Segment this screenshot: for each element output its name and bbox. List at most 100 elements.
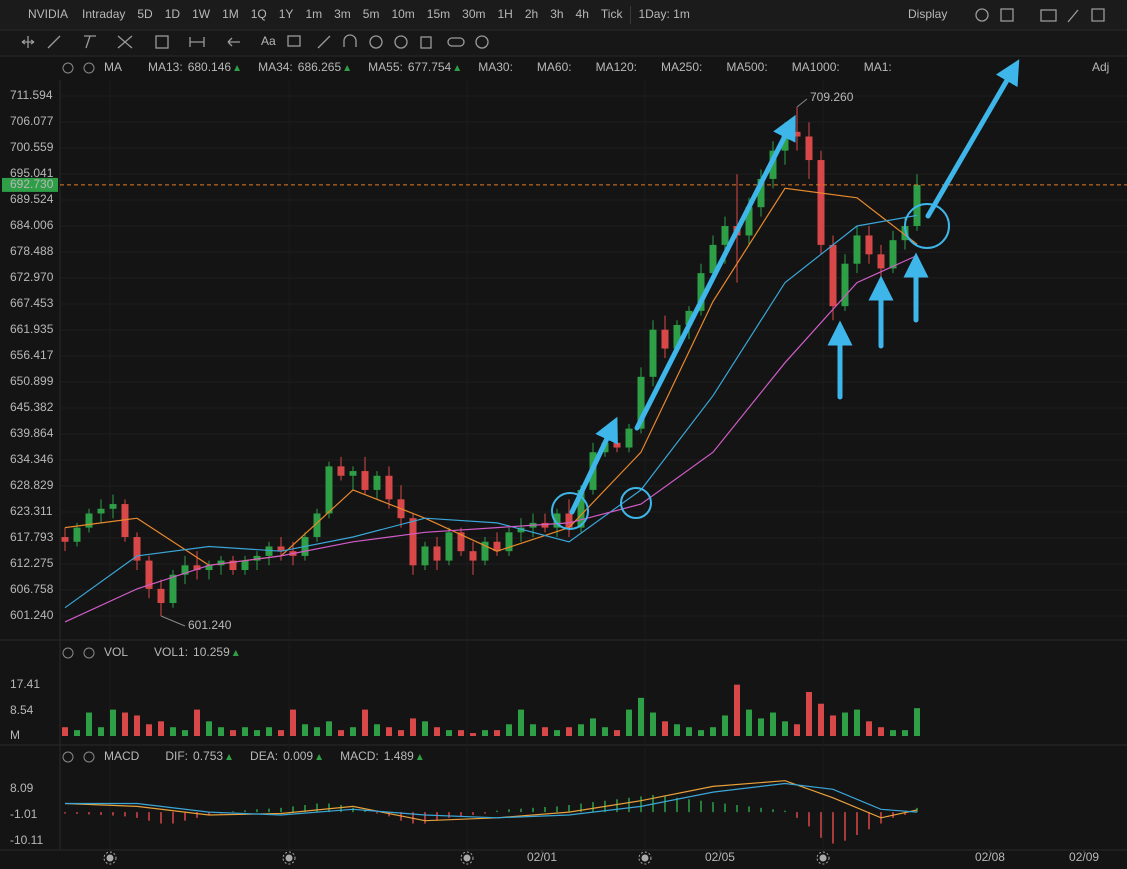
candle-body: [121, 504, 129, 538]
close-icon[interactable]: [83, 751, 95, 763]
adj-button[interactable]: Adj: [1092, 60, 1109, 74]
period-button[interactable]: 3h: [550, 7, 563, 21]
period-button[interactable]: 5m: [363, 7, 380, 21]
settings-button[interactable]: [975, 8, 989, 22]
volume-bar: [686, 727, 692, 736]
lock-tool[interactable]: [369, 35, 383, 49]
period-button[interactable]: Tick: [601, 7, 624, 21]
candle-body: [85, 513, 93, 528]
range-menu[interactable]: 1Day: 1m: [638, 7, 689, 21]
day-icon: [819, 854, 827, 862]
settings-tool[interactable]: [475, 35, 489, 49]
y-tick-label: 684.006: [10, 218, 54, 232]
draw-button[interactable]: [1067, 9, 1079, 23]
screenshot-button[interactable]: [1040, 9, 1057, 22]
candle-body: [325, 466, 333, 514]
close-icon[interactable]: [83, 62, 95, 74]
volume-bar: [158, 721, 164, 736]
period-button[interactable]: 1D: [165, 7, 181, 21]
move-tool[interactable]: [21, 36, 35, 48]
period-button[interactable]: 1m: [305, 7, 322, 21]
low-label: 601.240: [188, 618, 232, 632]
drawing-tools[interactable]: Aa: [21, 34, 489, 49]
brush-tool[interactable]: [317, 35, 331, 49]
volume-bar: [482, 730, 488, 736]
candle-body: [865, 235, 873, 255]
note-tool[interactable]: [287, 35, 301, 47]
settings-icon[interactable]: [62, 62, 74, 74]
candle-body: [841, 263, 849, 307]
candle-body: [853, 235, 861, 264]
magnet-tool[interactable]: [343, 34, 357, 47]
candle-body: [373, 475, 381, 490]
legend-name: MA13:: [148, 60, 183, 74]
period-button[interactable]: 1Y: [279, 7, 294, 21]
line-tool[interactable]: [47, 35, 61, 49]
shape-tool[interactable]: [155, 35, 169, 49]
legend-name: VOL1:: [154, 645, 188, 659]
candle-body: [61, 537, 69, 542]
period-button[interactable]: 1M: [222, 7, 239, 21]
candle-body: [217, 560, 225, 566]
volume-bar: [110, 709, 116, 736]
fib-tool[interactable]: [84, 35, 96, 49]
hide-tool[interactable]: [394, 35, 408, 49]
settings-icon[interactable]: [62, 647, 74, 659]
fullscreen-button[interactable]: [1091, 8, 1105, 22]
y-tick-label: 617.793: [10, 530, 54, 544]
legend-name: MA1:: [864, 60, 892, 74]
period-button[interactable]: 1H: [497, 7, 512, 21]
legend-name: MA500:: [726, 60, 767, 74]
layout-button[interactable]: [1000, 8, 1014, 22]
text-tool[interactable]: Aa: [261, 34, 276, 48]
arrow-tool[interactable]: [227, 37, 240, 47]
volume-bar: [902, 730, 908, 736]
y-tick-label: 672.970: [10, 270, 54, 284]
volume-bar: [122, 712, 128, 736]
annotations: [551, 59, 1020, 530]
volume-bar: [914, 708, 920, 736]
trend-icon: [234, 65, 241, 71]
y-tick-label: 667.453: [10, 296, 54, 310]
delete-tool[interactable]: [420, 36, 432, 49]
high-label: 709.260: [810, 90, 854, 104]
period-button[interactable]: 5D: [137, 7, 153, 21]
day-icon: [463, 854, 471, 862]
candle-body: [493, 541, 501, 552]
period-button[interactable]: 15m: [427, 7, 450, 21]
symbol[interactable]: NVIDIA: [28, 7, 68, 21]
period-button[interactable]: 10m: [391, 7, 414, 21]
volume-bar: [98, 727, 104, 736]
candle-body: [409, 518, 417, 566]
volume-bar: [578, 724, 584, 736]
link-tool[interactable]: [447, 37, 465, 47]
indicator-line: [65, 782, 918, 819]
y-tick-label: 628.829: [10, 478, 54, 492]
volume-bar: [650, 712, 656, 736]
period-button[interactable]: 1W: [192, 7, 211, 21]
settings-icon[interactable]: [62, 751, 74, 763]
volume-bar: [410, 718, 416, 736]
period-button[interactable]: 30m: [462, 7, 485, 21]
pattern-tool[interactable]: [117, 35, 133, 49]
candle-body: [265, 546, 273, 556]
y-tick-label: 623.311: [10, 504, 53, 518]
volume-bar: [806, 691, 812, 736]
y-tick-label: 639.864: [10, 426, 54, 440]
candle-body: [565, 513, 573, 528]
measure-tool[interactable]: [189, 37, 205, 47]
period-button[interactable]: Intraday: [82, 7, 125, 21]
indicator-name: VOL: [104, 645, 128, 659]
display-menu[interactable]: Display: [908, 7, 947, 21]
period-button[interactable]: 4h: [576, 7, 589, 21]
volume-bar: [182, 730, 188, 736]
candle-body: [193, 565, 201, 571]
volume-bar: [602, 727, 608, 736]
period-button[interactable]: 3m: [334, 7, 351, 21]
trend-icon: [316, 754, 323, 760]
trend-icon: [416, 754, 423, 760]
y-tick-label: 678.488: [10, 244, 54, 258]
period-button[interactable]: 1Q: [251, 7, 267, 21]
close-icon[interactable]: [83, 647, 95, 659]
period-button[interactable]: 2h: [525, 7, 538, 21]
